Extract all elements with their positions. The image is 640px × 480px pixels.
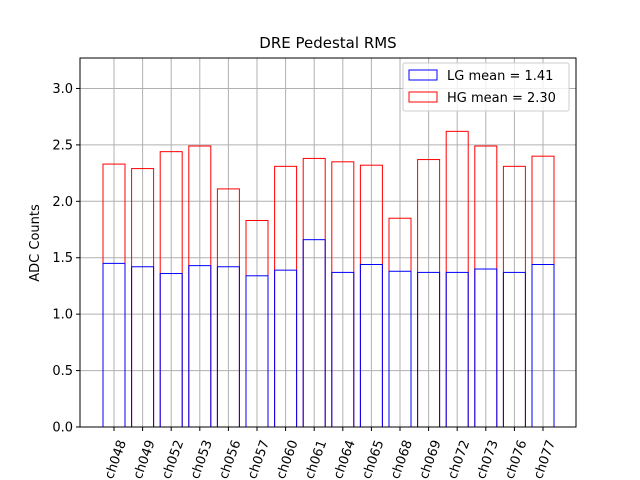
y-tick-label: 2.0 (52, 195, 73, 210)
legend-label-lg: LG mean = 1.41 (447, 69, 553, 84)
legend: LG mean = 1.41 HG mean = 2.30 (402, 62, 570, 112)
y-axis-title: ADC Counts (28, 204, 43, 282)
y-tick-label: 1.5 (52, 251, 73, 266)
legend-swatch-lg (408, 69, 438, 81)
chart-title: DRE Pedestal RMS (259, 34, 396, 52)
y-tick-label: 3.0 (52, 82, 73, 97)
grid-layer (80, 58, 576, 428)
y-tick-label: 1.0 (52, 308, 73, 323)
legend-swatch-hg (408, 91, 438, 103)
legend-label-hg: HG mean = 2.30 (447, 91, 556, 106)
legend-box (402, 62, 570, 112)
y-tick-label: 2.5 (52, 138, 73, 153)
y-tick-label: 0.0 (52, 421, 73, 436)
plot-frame (79, 57, 577, 428)
y-tick-label: 0.5 (52, 364, 73, 379)
y-axis: 0.0 0.5 1.0 1.5 2.0 2.5 3.0 (52, 82, 80, 436)
